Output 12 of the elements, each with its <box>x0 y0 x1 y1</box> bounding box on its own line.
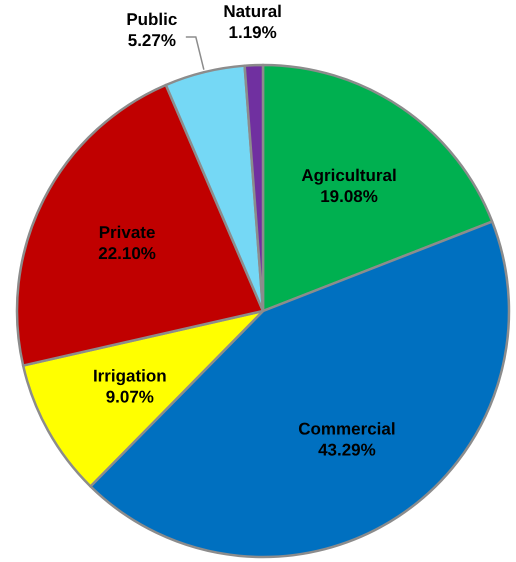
data-label: 1.19% <box>228 23 277 42</box>
data-label: 22.10% <box>98 244 156 263</box>
data-label: 19.08% <box>320 187 378 206</box>
slice-label: Commercial <box>298 419 396 438</box>
data-label: 43.29% <box>318 440 376 460</box>
data-label: 9.07% <box>106 387 154 406</box>
slice-label: Irrigation <box>92 366 167 386</box>
slice-label: Private <box>98 222 156 242</box>
slice-label: Public <box>126 10 178 30</box>
slice-label: Agricultural <box>301 166 397 186</box>
data-label: 5.27% <box>128 31 176 50</box>
slice-label: Natural <box>223 2 282 22</box>
